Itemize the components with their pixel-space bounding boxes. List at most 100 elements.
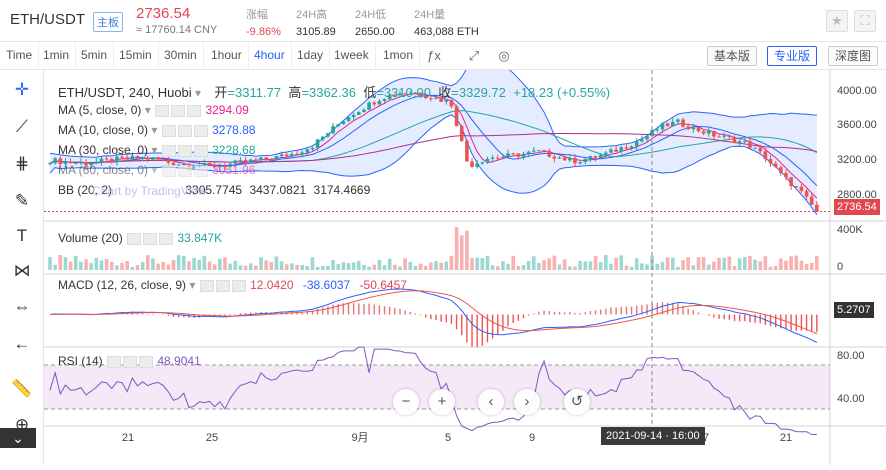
- view-pro-button[interactable]: 专业版: [767, 46, 818, 66]
- rsi-legend[interactable]: RSI (14) 48.9041: [58, 354, 201, 368]
- settings-icon: [177, 164, 192, 177]
- fib-icon[interactable]: ⋕: [14, 154, 30, 173]
- volume-bar: [645, 264, 649, 270]
- candle-body: [218, 165, 222, 167]
- measure-icon[interactable]: ⇔: [13, 297, 31, 316]
- volume-bar: [130, 266, 135, 270]
- candle-body: [104, 158, 109, 160]
- volume-bar: [94, 257, 99, 270]
- volume-bar: [120, 263, 124, 270]
- volume-bar: [336, 264, 341, 270]
- text-icon[interactable]: T: [16, 226, 28, 245]
- candle-body: [794, 186, 799, 188]
- indicator-icon[interactable]: ƒx: [427, 48, 441, 63]
- volume-bar: [773, 266, 778, 270]
- volume-bar: [815, 256, 819, 270]
- volume-bar: [89, 263, 93, 270]
- candle-body: [655, 129, 660, 131]
- ruler-icon[interactable]: 📏: [11, 379, 33, 398]
- zoom-out-icon[interactable]: −: [393, 389, 419, 415]
- macd-line: [49, 288, 818, 343]
- pair-title: ETH/USDT: [10, 11, 85, 28]
- candle-body: [784, 173, 788, 178]
- tf-5min[interactable]: 5min: [75, 42, 115, 69]
- scroll-right-icon[interactable]: ›: [514, 389, 540, 415]
- screenshot-icon[interactable]: ◎: [498, 48, 510, 63]
- volume-bar: [115, 265, 119, 270]
- candle-body: [454, 106, 459, 127]
- ma5-legend[interactable]: MA (5, close, 0) ▾ 3294.09: [58, 103, 249, 117]
- candle-body: [773, 163, 778, 168]
- volume-bar: [748, 255, 752, 270]
- candle-body: [629, 146, 634, 149]
- candle-body: [763, 151, 768, 160]
- volume-bar: [135, 265, 140, 270]
- candle-body: [568, 157, 572, 161]
- ma60-legend[interactable]: MA (60, close, 0) ▾ 3051.96: [58, 163, 256, 177]
- volume-bar: [233, 260, 238, 270]
- candle-body: [63, 161, 68, 165]
- ma30-legend[interactable]: MA (30, close, 0) ▾ 3228.68: [58, 143, 256, 157]
- bb-legend[interactable]: BB (20, 2) 3305.7745 3437.0821 3174.4669: [58, 183, 371, 197]
- candle-body: [212, 164, 217, 167]
- ma60-line: [49, 132, 817, 164]
- volume-bar: [604, 255, 608, 270]
- volume-bar: [439, 262, 443, 270]
- view-depth-button[interactable]: 深度图: [828, 46, 879, 66]
- volume-bar: [346, 263, 351, 270]
- volume-bar: [768, 266, 773, 270]
- volume-bar: [542, 260, 546, 270]
- tf-time[interactable]: Time: [0, 42, 40, 69]
- tf-1mon[interactable]: 1mon: [377, 42, 421, 69]
- volume-bar: [789, 256, 793, 270]
- candle-body: [336, 124, 341, 127]
- collapse-toolbar-button[interactable]: ⌄: [0, 428, 36, 448]
- tf-1week[interactable]: 1week: [328, 42, 376, 69]
- candle-body: [696, 126, 701, 132]
- candle-body: [207, 163, 212, 165]
- trendline-icon[interactable]: ⟋: [16, 117, 28, 136]
- view-basic-button[interactable]: 基本版: [707, 46, 758, 66]
- tf-30min[interactable]: 30min: [158, 42, 204, 69]
- candle-body: [413, 92, 418, 94]
- candle-body: [161, 159, 166, 161]
- volume-bar: [779, 258, 783, 270]
- candle-body: [712, 131, 716, 137]
- star-icon[interactable]: ★: [826, 10, 848, 32]
- candle-body: [660, 123, 665, 130]
- candle-body: [624, 147, 629, 149]
- visibility-icon: [161, 164, 176, 177]
- candle-body: [681, 119, 685, 127]
- expand-icon[interactable]: ⤢: [468, 48, 480, 63]
- volume-legend[interactable]: Volume (20) 33.847K: [58, 231, 223, 245]
- volume-bar: [223, 257, 227, 270]
- volume-bar: [799, 260, 804, 270]
- brush-icon[interactable]: ✎: [14, 191, 30, 210]
- candle-body: [804, 191, 809, 197]
- change-value: +18.23 (+0.55%): [513, 85, 611, 100]
- scroll-left-icon[interactable]: ‹: [478, 389, 504, 415]
- volume-bar: [691, 265, 696, 270]
- candle-body: [408, 93, 413, 95]
- back-arrow-icon[interactable]: ←: [13, 334, 31, 353]
- volume-bar: [619, 255, 624, 270]
- reset-icon[interactable]: ↺: [564, 389, 590, 415]
- candle-body: [279, 154, 284, 157]
- ma10-legend[interactable]: MA (10, close, 0) ▾ 3278.88: [58, 123, 256, 137]
- tf-1min[interactable]: 1min: [37, 42, 77, 69]
- tf-1day[interactable]: 1day: [291, 42, 331, 69]
- tf-15min[interactable]: 15min: [113, 42, 159, 69]
- tf-4hour[interactable]: 4hour: [248, 42, 292, 69]
- fullscreen-icon[interactable]: ⛶: [854, 10, 876, 32]
- crosshair-icon[interactable]: ✛: [14, 80, 30, 99]
- volume-bar: [568, 266, 572, 270]
- volume-bar: [207, 261, 212, 270]
- time-axis-tick: 25: [206, 432, 218, 444]
- zoom-in-icon[interactable]: +: [429, 389, 455, 415]
- candle-body: [145, 157, 150, 160]
- tf-1hour[interactable]: 1hour: [205, 42, 249, 69]
- candle-body: [547, 150, 552, 157]
- macd-legend[interactable]: MACD (12, 26, close, 9) ▾ 12.0420 -38.60…: [58, 278, 407, 292]
- pattern-icon[interactable]: ⋈: [13, 261, 31, 280]
- settings-icon: [177, 124, 192, 137]
